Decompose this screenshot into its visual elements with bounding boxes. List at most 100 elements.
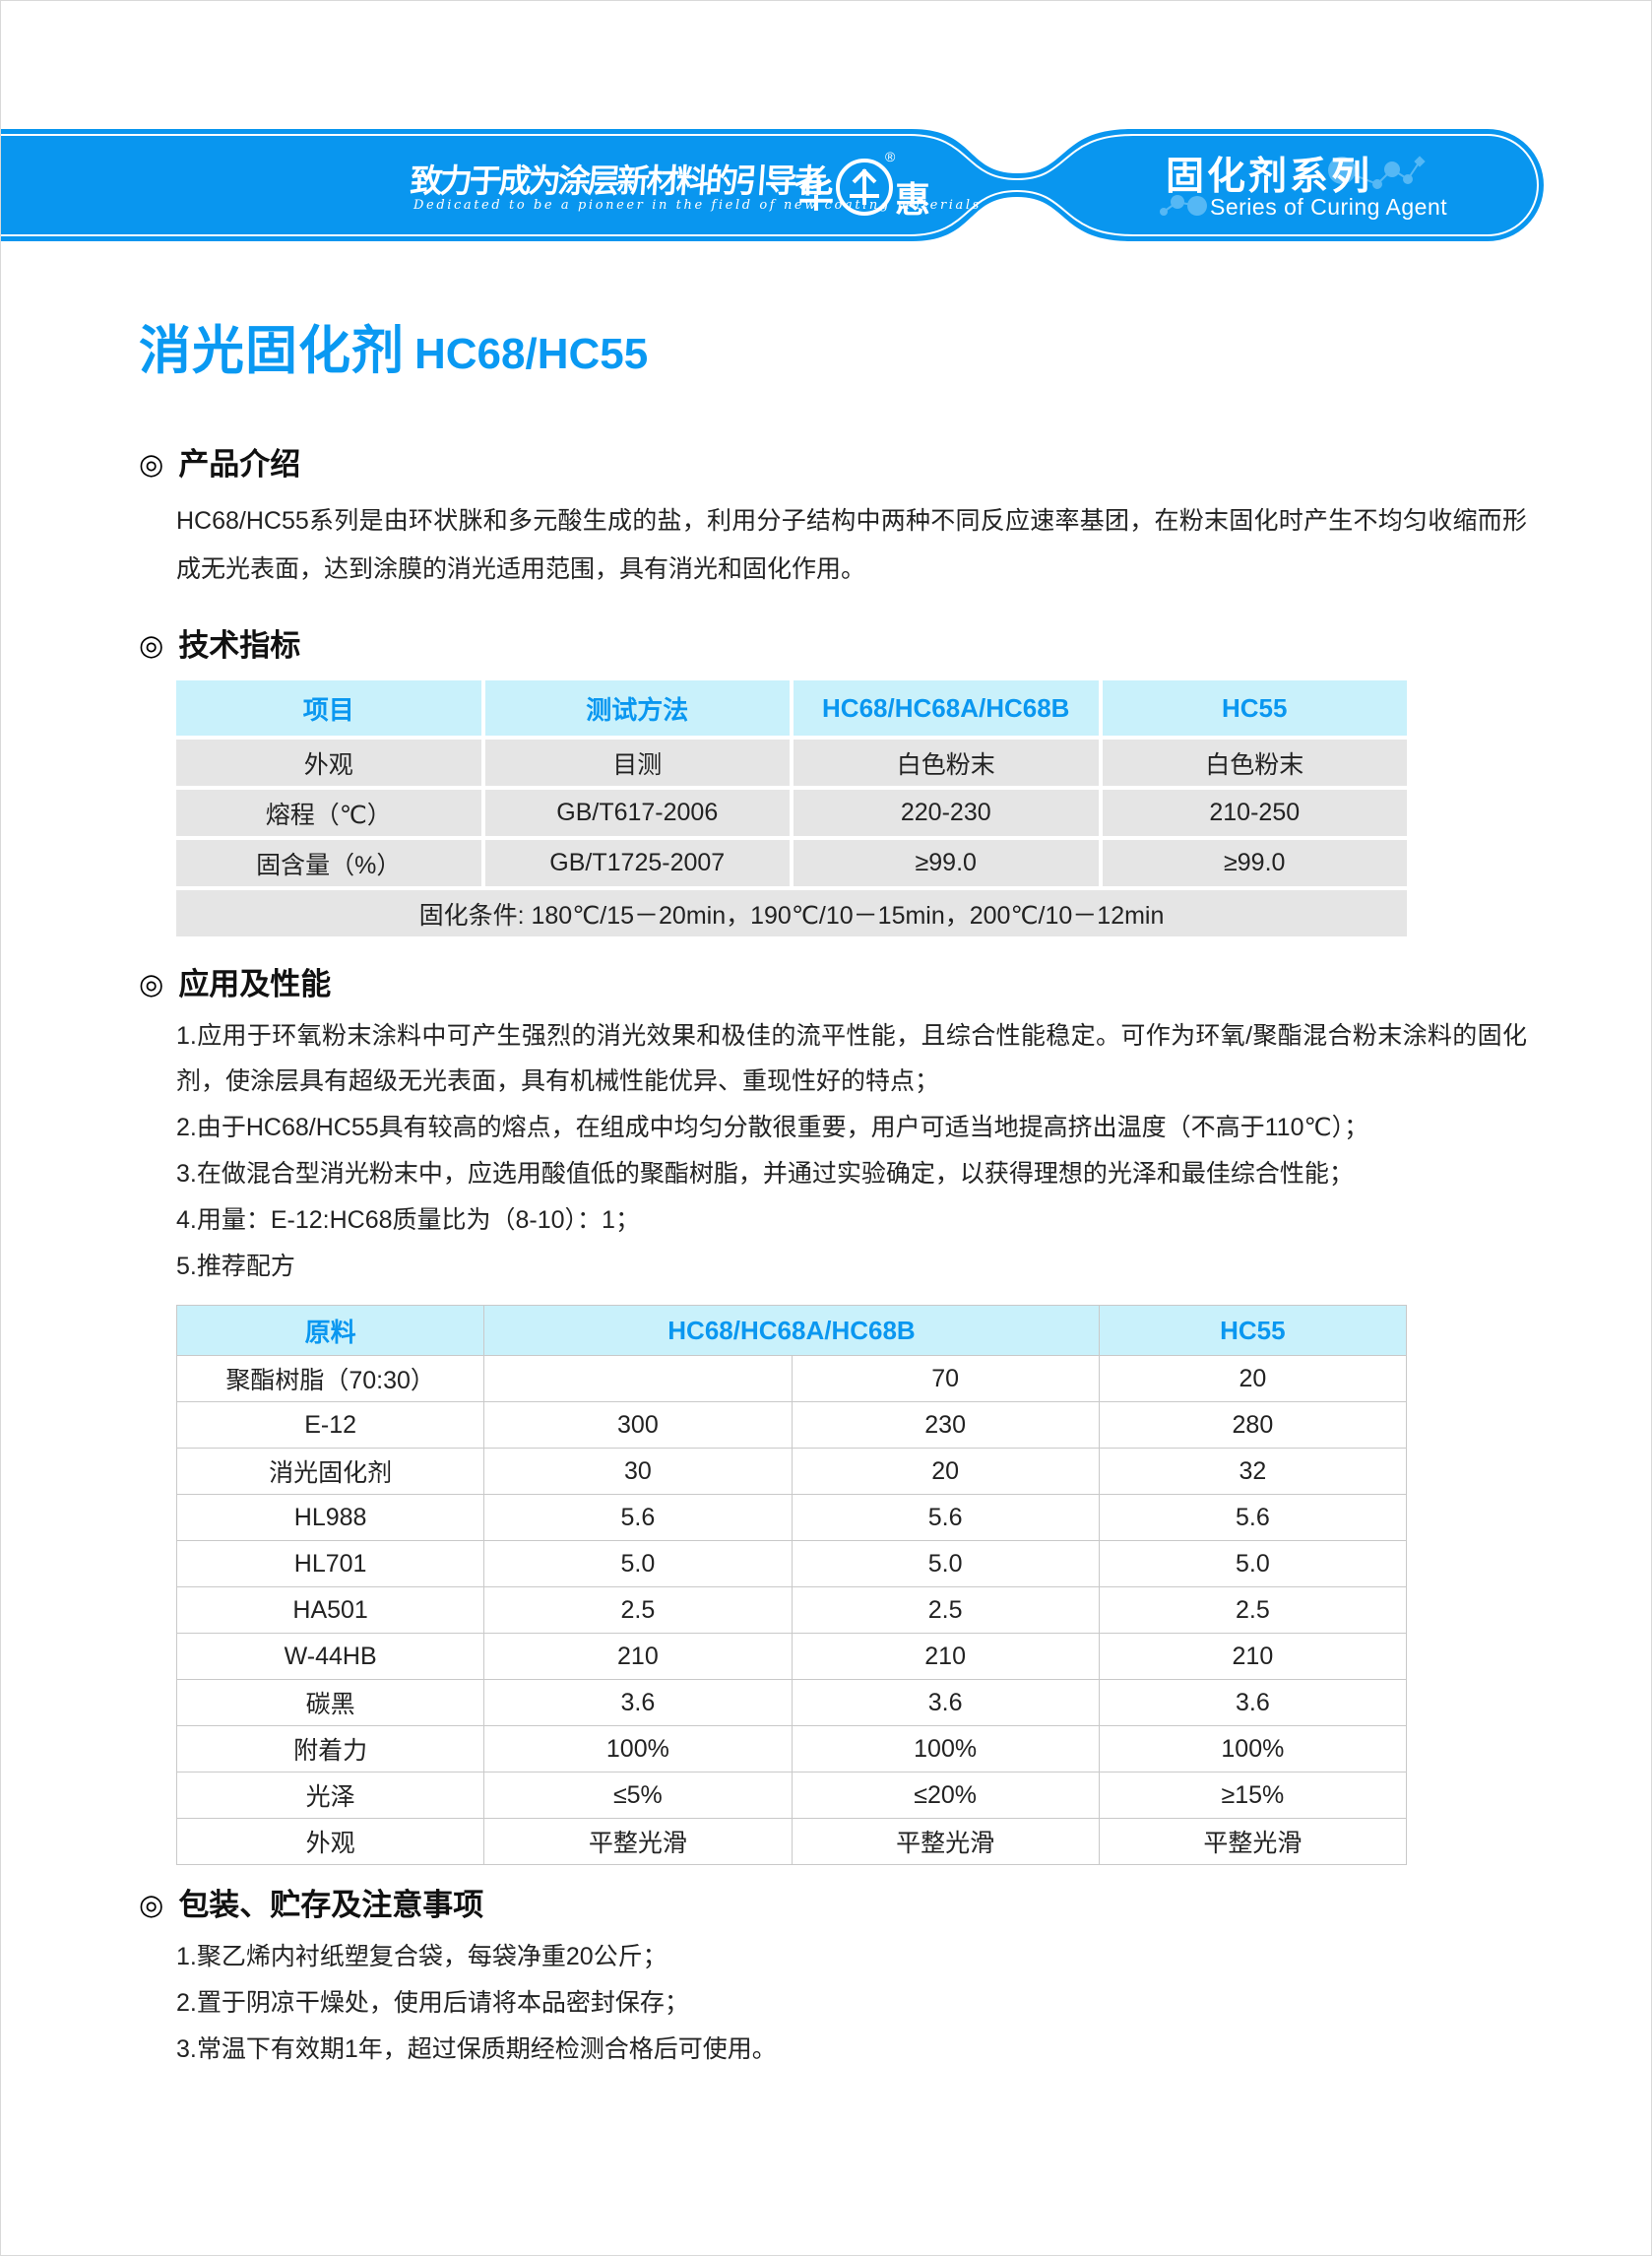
formula-cell: W-44HB — [175, 1633, 485, 1680]
formula-cell: 100% — [1098, 1725, 1408, 1773]
list-item: 4.用量：E-12:HC68质量比为（8-10）：1； — [176, 1206, 640, 1234]
formula-cell: HA501 — [175, 1586, 485, 1634]
section-heading-intro: ◎ 产品介绍 — [139, 446, 1523, 483]
spec-col-header: HC68/HC68A/HC68B — [794, 680, 1099, 736]
spec-cell: 220-230 — [794, 790, 1099, 836]
list-item: 2.置于阴凉干燥处，使用后请将本品密封保存； — [176, 1989, 689, 2017]
formula-cell: 2.5 — [483, 1586, 793, 1634]
logo-char-left: 华 — [798, 174, 835, 215]
spec-cell: 外观 — [176, 740, 481, 786]
table-row: 消光固化剂 30 20 32 — [175, 1448, 1408, 1495]
formula-col-header: HC68/HC68A/HC68B — [483, 1305, 1100, 1356]
formula-cell: 3.6 — [483, 1679, 793, 1726]
formula-cell: 20 — [791, 1448, 1100, 1495]
formula-cell: HL988 — [175, 1494, 485, 1541]
table-row: HA501 2.5 2.5 2.5 — [175, 1586, 1408, 1634]
spec-cell: ≥99.0 — [794, 840, 1099, 886]
section-bullet-icon: ◎ — [139, 1890, 164, 1921]
spec-table: 项目 测试方法 HC68/HC68A/HC68B HC55 外观 目测 白色粉末… — [172, 677, 1411, 940]
formula-cell: E-12 — [175, 1401, 485, 1449]
table-row: HL701 5.0 5.0 5.0 — [175, 1540, 1408, 1587]
intro-paragraph: HC68/HC55系列是由环状脒和多元酸生成的盐，利用分子结构中两种不同反应速率… — [176, 507, 1527, 583]
table-row: 碳黑 3.6 3.6 3.6 — [175, 1679, 1408, 1726]
table-row: 附着力 100% 100% 100% — [175, 1725, 1408, 1773]
formula-cell: 100% — [483, 1725, 793, 1773]
list-item: 3.在做混合型消光粉末中，应选用酸值低的聚酯树脂，并通过实验确定，以获得理想的光… — [176, 1160, 1354, 1188]
application-list: 1.应用于环氧粉末涂料中可产生强烈的消光效果和极佳的流平性能，且综合性能稳定。可… — [176, 1013, 1527, 1289]
section-heading-application: ◎ 应用及性能 — [139, 966, 1523, 1003]
table-row: 光泽 ≤5% ≤20% ≥15% — [175, 1772, 1408, 1819]
formula-cell: 70 — [791, 1355, 1100, 1402]
formula-cell: 3.6 — [1098, 1679, 1408, 1726]
formula-cell: 聚酯树脂（70:30） — [175, 1355, 485, 1402]
header-band: 致力于成为涂层新材料的引导者 Dedicated to be a pioneer… — [1, 1, 1651, 267]
molecule-icon-right — [1328, 156, 1426, 189]
formula-cell: 3.6 — [791, 1679, 1100, 1726]
formula-cell: 平整光滑 — [1098, 1818, 1408, 1865]
formula-cell: 5.6 — [1098, 1494, 1408, 1541]
formula-table: 原料 HC68/HC68A/HC68B HC55 聚酯树脂（70:30） 70 … — [175, 1305, 1408, 1865]
formula-col-header: 原料 — [175, 1305, 485, 1356]
spec-cell: 目测 — [484, 740, 790, 786]
series-badge-subtitle: Series of Curing Agent — [1210, 194, 1448, 220]
formula-cell: 平整光滑 — [483, 1818, 793, 1865]
band-hairline — [1, 134, 1539, 236]
spec-col-header: 测试方法 — [484, 680, 790, 736]
formula-cell: 平整光滑 — [791, 1818, 1100, 1865]
formula-cell: 210 — [483, 1633, 793, 1680]
formula-cell: 5.0 — [1098, 1540, 1408, 1587]
formula-cell: 2.5 — [1098, 1586, 1408, 1634]
table-row: W-44HB 210 210 210 — [175, 1633, 1408, 1680]
series-badge-title: 固化剂系列 — [1166, 156, 1373, 198]
formula-cell: 外观 — [175, 1818, 485, 1865]
logo-char-right: 惠 — [895, 179, 931, 220]
formula-cell: 附着力 — [175, 1725, 485, 1773]
page-title-cn: 消光固化剂 — [139, 322, 405, 380]
formula-cell: 210 — [1098, 1633, 1408, 1680]
formula-cell: 20 — [1098, 1355, 1408, 1402]
spec-cell: ≥99.0 — [1102, 840, 1407, 886]
formula-cell: 32 — [1098, 1448, 1408, 1495]
section-bullet-icon: ◎ — [139, 969, 164, 1000]
formula-cell: 100% — [791, 1725, 1100, 1773]
formula-cell: 光泽 — [175, 1772, 485, 1819]
section-heading-packaging-label: 包装、贮存及注意事项 — [178, 1888, 484, 1922]
formula-cell — [483, 1355, 793, 1402]
table-row: 外观 目测 白色粉末 白色粉末 — [176, 740, 1407, 786]
list-item: 2.由于HC68/HC55具有较高的熔点，在组成中均匀分散很重要，用户可适当地提… — [176, 1114, 1369, 1141]
section-heading-specs-label: 技术指标 — [178, 628, 301, 663]
spec-footer-cell: 固化条件: 180℃/15－20min，190℃/10－15min，200℃/1… — [176, 890, 1407, 936]
section-heading-packaging: ◎ 包装、贮存及注意事项 — [139, 1887, 1523, 1924]
formula-cell: 5.6 — [483, 1494, 793, 1541]
spec-col-header: 项目 — [176, 680, 481, 736]
spec-col-header: HC55 — [1102, 680, 1407, 736]
formula-cell: 280 — [1098, 1401, 1408, 1449]
page-title: 消光固化剂 HC68/HC55 — [139, 322, 1523, 387]
spec-cell: 210-250 — [1102, 790, 1407, 836]
page-content: 消光固化剂 HC68/HC55 ◎ 产品介绍 HC68/HC55系列是由环状脒和多… — [1, 1, 1651, 2072]
formula-cell: 5.0 — [483, 1540, 793, 1587]
table-row: 熔程（℃） GB/T617-2006 220-230 210-250 — [176, 790, 1407, 836]
list-item: 1.应用于环氧粉末涂料中可产生强烈的消光效果和极佳的流平性能，且综合性能稳定。可… — [176, 1022, 1527, 1095]
formula-cell: 230 — [791, 1401, 1100, 1449]
registered-mark-icon: ® — [885, 149, 896, 164]
section-heading-intro-label: 产品介绍 — [178, 447, 301, 482]
page-title-model: HC68/HC55 — [414, 330, 649, 378]
spec-cell: GB/T1725-2007 — [484, 840, 790, 886]
table-row: 固化条件: 180℃/15－20min，190℃/10－15min，200℃/1… — [176, 890, 1407, 936]
formula-cell: 5.6 — [791, 1494, 1100, 1541]
list-item: 3.常温下有效期1年，超过保质期经检测合格后可使用。 — [176, 2035, 777, 2063]
spec-cell: 白色粉末 — [1102, 740, 1407, 786]
band-shape — [1, 129, 1544, 241]
table-row: HL988 5.6 5.6 5.6 — [175, 1494, 1408, 1541]
formula-cell: 消光固化剂 — [175, 1448, 485, 1495]
formula-col-header: HC55 — [1098, 1305, 1408, 1356]
table-row: 固含量（%） GB/T1725-2007 ≥99.0 ≥99.0 — [176, 840, 1407, 886]
section-heading-application-label: 应用及性能 — [178, 967, 332, 1001]
section-heading-specs: ◎ 技术指标 — [139, 627, 1523, 665]
formula-cell: ≥15% — [1098, 1772, 1408, 1819]
molecule-icon-left — [1160, 195, 1207, 216]
section-bullet-icon: ◎ — [139, 630, 164, 662]
spec-cell: 固含量（%） — [176, 840, 481, 886]
